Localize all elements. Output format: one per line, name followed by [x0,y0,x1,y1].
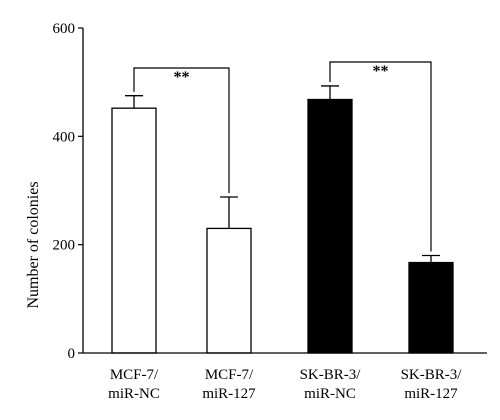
y-tick-label: 400 [53,129,76,145]
category-label: miR-127 [404,386,458,402]
category-label: MCF-7/ [110,367,159,383]
y-tick-label: 600 [53,21,76,37]
significance-label: ** [174,69,190,86]
category-label: miR-127 [202,386,256,402]
category-label: SK-BR-3/ [300,367,362,383]
bar [206,227,252,354]
category-label: miR-NC [108,386,160,402]
y-tick-label: 0 [68,346,76,362]
error-bars-group [125,85,440,263]
category-label: MCF-7/ [205,367,254,383]
category-label: SK-BR-3/ [401,367,463,383]
significance-bracket [329,61,432,252]
x-axis: MCF-7/miR-NC MCF-7/miR-127 SK-BR-3/miR-NC S… [83,352,487,402]
bar [408,261,454,354]
y-axis: 0 200 400 600 [53,21,84,362]
y-axis-label: Number of colonies [25,181,42,308]
significance-brackets: ** ** [133,61,432,252]
y-tick-label: 200 [53,238,76,254]
bars-group [111,98,454,354]
bar [111,107,157,354]
significance-bracket [133,67,230,193]
bar [307,98,353,354]
significance-label: ** [373,63,389,80]
category-label: miR-NC [304,386,356,402]
